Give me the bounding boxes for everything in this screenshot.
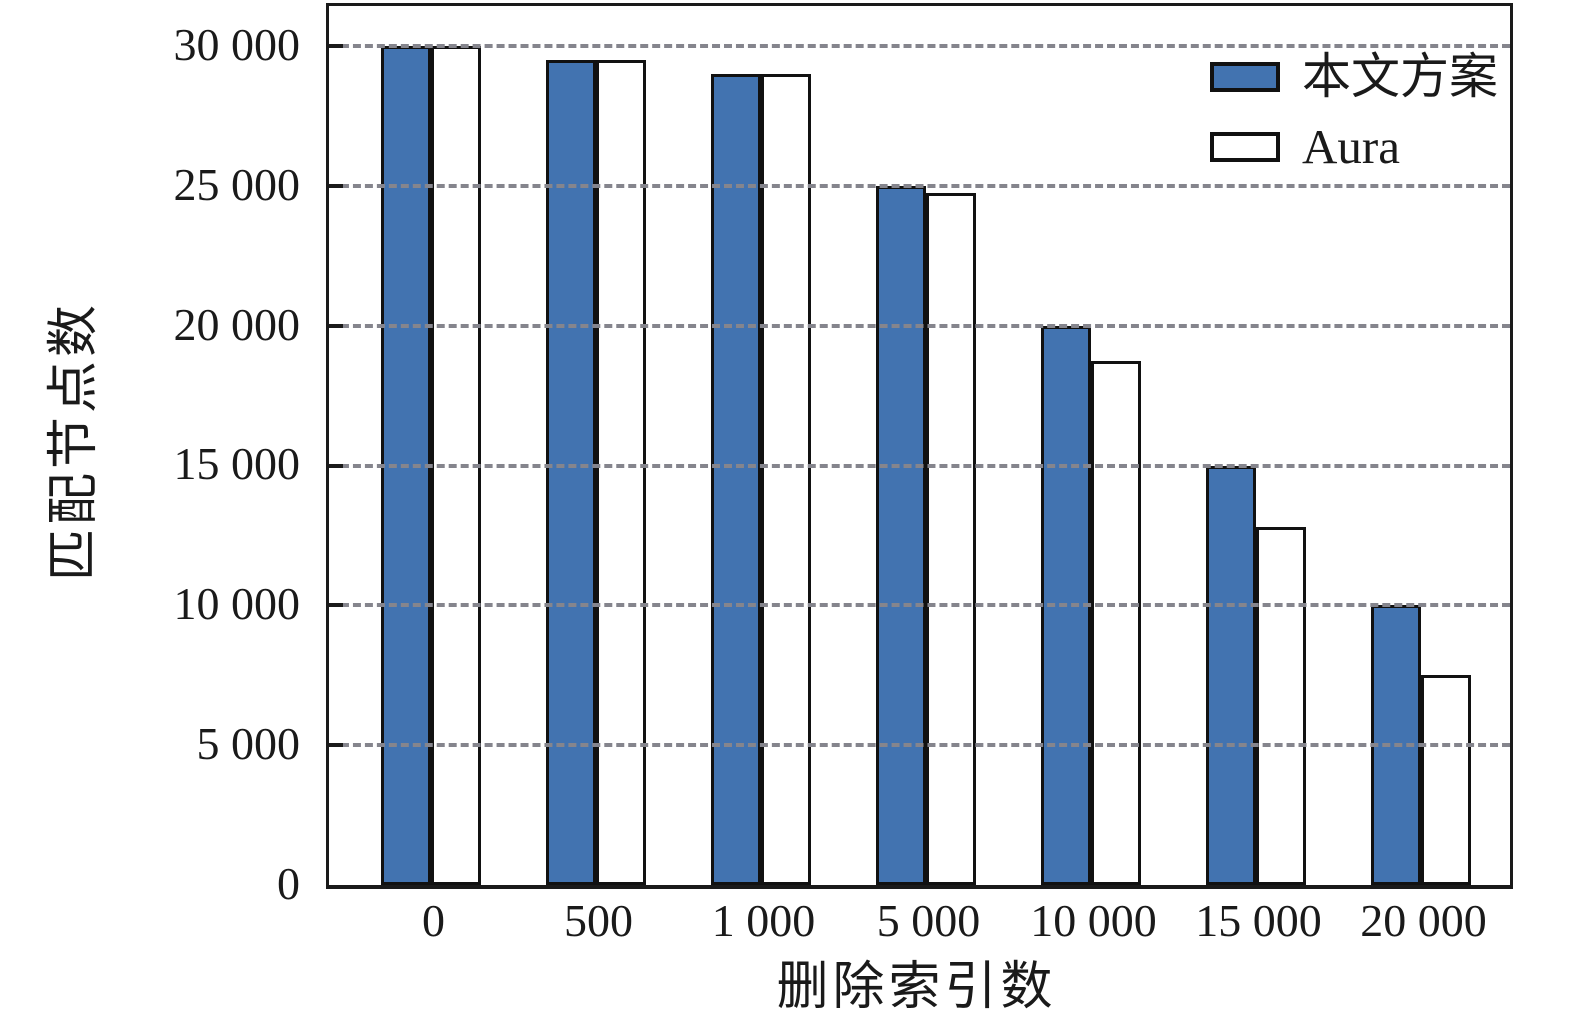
bar-本文方案-500 bbox=[545, 59, 596, 885]
x-tick-label-15000: 15 000 bbox=[1195, 895, 1322, 946]
bar-Aura-5000 bbox=[925, 192, 976, 885]
y-tick-mark-30000 bbox=[329, 44, 343, 48]
bar-本文方案-1000 bbox=[710, 73, 761, 885]
bar-group-0 bbox=[380, 6, 481, 885]
bar-本文方案-10000 bbox=[1040, 325, 1091, 885]
bar-本文方案-5000 bbox=[875, 185, 926, 885]
x-tick-label-10000: 10 000 bbox=[1030, 895, 1157, 946]
x-tick-label-500: 500 bbox=[564, 895, 633, 946]
y-tick-label-0: 0 bbox=[277, 858, 300, 909]
x-tick-label-5000: 5 000 bbox=[876, 895, 981, 946]
legend-swatch-benwen-fangan bbox=[1209, 61, 1280, 92]
bar-group-10000 bbox=[1040, 6, 1141, 885]
bar-group-5000 bbox=[875, 6, 976, 885]
x-tick-slot-0: 0 bbox=[384, 898, 484, 944]
legend: 本文方案 Aura bbox=[1209, 49, 1498, 174]
y-tick-label-15000: 15 000 bbox=[173, 438, 301, 490]
legend-label-aura: Aura bbox=[1301, 118, 1400, 174]
x-tick-slot-10000: 10 000 bbox=[1030, 898, 1157, 944]
y-tick-label-20000: 20 000 bbox=[173, 298, 301, 350]
y-tick-mark-15000 bbox=[329, 463, 343, 468]
y-tick-mark-20000 bbox=[329, 323, 343, 328]
y-tick-label-25000: 25 000 bbox=[173, 158, 301, 210]
y-tick-mark-25000 bbox=[329, 183, 343, 188]
x-tick-slot-20000: 20 000 bbox=[1360, 898, 1487, 944]
x-tick-label-0: 0 bbox=[422, 895, 445, 946]
y-tick-label-30000: 30 000 bbox=[173, 18, 301, 70]
bar-本文方案-20000 bbox=[1370, 605, 1421, 885]
x-tick-slot-5000: 5 000 bbox=[876, 895, 981, 946]
bar-Aura-1000 bbox=[760, 73, 811, 885]
x-axis-tick-labels: 0 500 1 000 5 000 10 000 15 000 20 000 bbox=[326, 898, 1519, 944]
bar-Aura-0 bbox=[430, 46, 481, 885]
x-axis-label: 删除索引数 bbox=[776, 959, 1057, 1016]
legend-row-series1: 本文方案 bbox=[1209, 49, 1498, 104]
bar-Aura-10000 bbox=[1090, 360, 1141, 885]
x-tick-slot-15000: 15 000 bbox=[1195, 898, 1322, 944]
bar-Aura-20000 bbox=[1420, 675, 1471, 885]
x-tick-slot-1000: 1 000 bbox=[711, 895, 816, 946]
bar-Aura-500 bbox=[595, 59, 646, 885]
x-tick-slot-500: 500 bbox=[549, 898, 649, 944]
legend-row-series2: Aura bbox=[1209, 118, 1498, 174]
y-tick-label-10000: 10 000 bbox=[173, 578, 301, 630]
x-tick-label-1000: 1 000 bbox=[711, 895, 816, 946]
plot-area: 本文方案 Aura bbox=[326, 3, 1513, 889]
bar-Aura-15000 bbox=[1255, 527, 1306, 885]
y-tick-label-5000: 5 000 bbox=[196, 718, 301, 770]
y-tick-mark-10000 bbox=[329, 603, 343, 608]
y-tick-mark-5000 bbox=[329, 743, 343, 748]
bar-group-15000 bbox=[1205, 6, 1306, 885]
legend-swatch-aura bbox=[1209, 131, 1280, 162]
bar-本文方案-0 bbox=[380, 46, 431, 885]
bar-group-500 bbox=[545, 6, 646, 885]
legend-label-benwen-fangan: 本文方案 bbox=[1301, 49, 1498, 104]
x-tick-label-20000: 20 000 bbox=[1360, 895, 1487, 946]
bar-group-1000 bbox=[710, 6, 811, 885]
bar-本文方案-15000 bbox=[1205, 465, 1256, 885]
